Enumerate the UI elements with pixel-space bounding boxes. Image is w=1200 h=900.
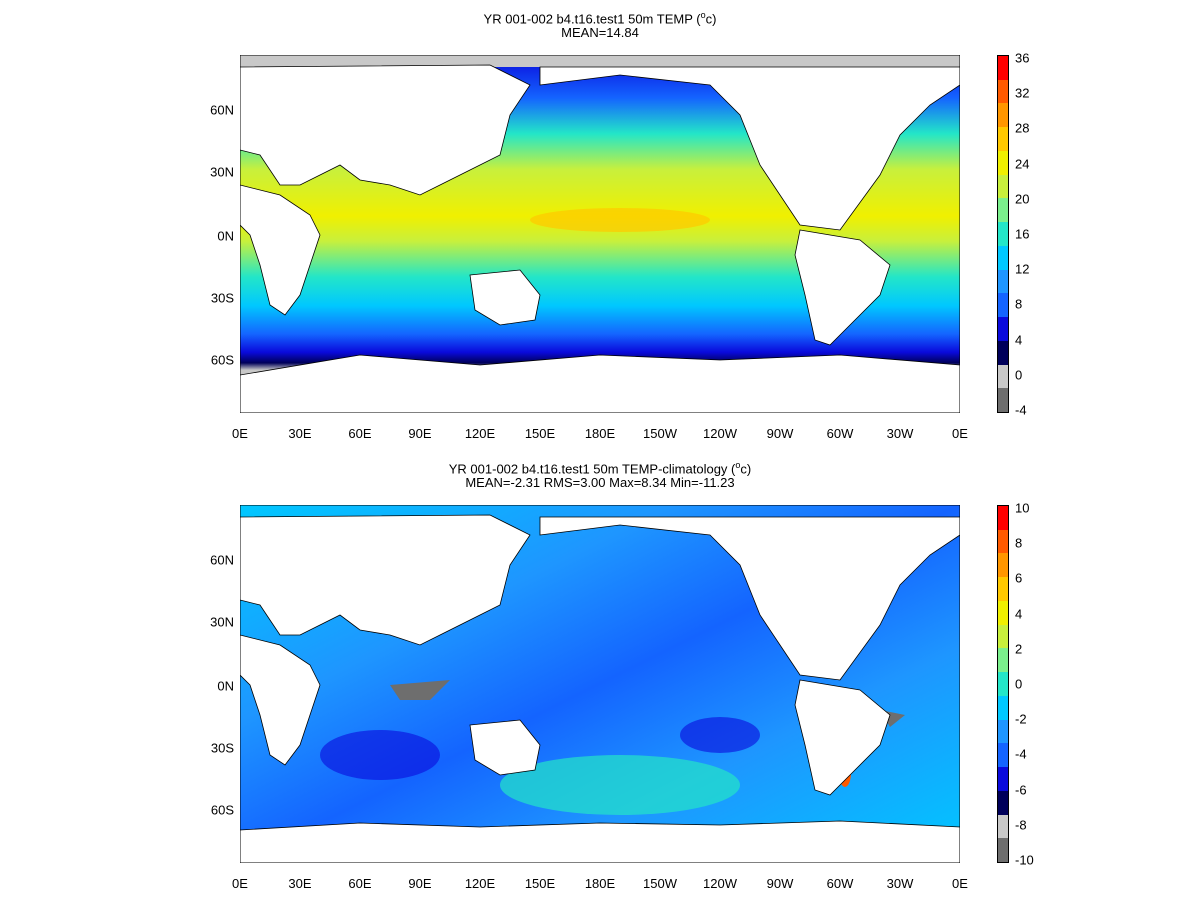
colorbar-segment — [998, 79, 1008, 104]
colorbar-tick-label: 24 — [1015, 156, 1030, 172]
colorbar-tick-label: 4 — [1015, 606, 1023, 622]
plot-subtitle: MEAN=14.84 — [561, 25, 639, 40]
lat-tick-label: 60N — [210, 552, 234, 568]
colorbar-segment — [998, 293, 1008, 318]
temperature-map — [240, 55, 960, 413]
colorbar-tick-label: 0 — [1015, 676, 1023, 692]
colorbar-segment — [998, 340, 1008, 365]
lon-tick-label: 0E — [232, 426, 248, 441]
lat-tick-label: 30S — [210, 290, 234, 306]
plot-title: YR 001-002 b4.t16.test1 50m TEMP-climato… — [448, 460, 752, 477]
lon-tick-label: 90E — [408, 876, 432, 891]
colorbar-segment — [998, 317, 1008, 341]
colorbar-segment — [998, 767, 1008, 791]
colorbar-segment — [998, 198, 1008, 223]
lon-tick-label: 0E — [232, 876, 248, 891]
anomaly-map — [240, 505, 960, 863]
lat-tick-label: 60N — [210, 102, 234, 118]
colorbar-segment — [998, 245, 1008, 270]
colorbar-segment — [998, 150, 1008, 175]
colorbar-segment — [998, 222, 1008, 246]
lon-tick-label: 150E — [524, 876, 556, 891]
panel-temp: YR 001-002 b4.t16.test1 50m TEMP (oc) ME… — [210, 10, 1030, 441]
lon-tick-label: 60W — [826, 426, 854, 441]
lon-tick-label: 150W — [643, 876, 677, 891]
lon-tick-label: 30E — [288, 426, 312, 441]
colorbar-tick-label: 36 — [1015, 50, 1030, 66]
lon-tick-label: 120E — [464, 876, 496, 891]
colorbar-tick-label: 20 — [1015, 191, 1030, 207]
colorbar-segment — [998, 695, 1008, 720]
colorbar-tick-label: 8 — [1015, 535, 1023, 551]
lat-tick-label: 30N — [210, 614, 234, 630]
colorbar-tick-label: -4 — [1015, 402, 1027, 418]
lon-tick-label: 90W — [766, 876, 794, 891]
colorbar-tick-label: -2 — [1015, 711, 1027, 727]
colorbar-tick-label: 10 — [1015, 500, 1030, 516]
lon-tick-label: 150W — [643, 426, 677, 441]
lon-tick-label: 30W — [886, 426, 914, 441]
colorbar — [997, 55, 1009, 413]
colorbar-tick-label: 2 — [1015, 641, 1023, 657]
colorbar-segment — [998, 103, 1008, 128]
colorbar-segment — [998, 790, 1008, 815]
lon-tick-label: 60E — [348, 426, 372, 441]
lon-tick-label: 120W — [703, 876, 737, 891]
colorbar-segment — [998, 269, 1008, 294]
colorbar-segment — [998, 814, 1008, 839]
colorbar-tick-label: 12 — [1015, 261, 1030, 277]
colorbar-segment — [998, 55, 1008, 80]
lon-tick-label: 150E — [524, 426, 556, 441]
colorbar-segment — [998, 719, 1008, 744]
colorbar-tick-label: 32 — [1015, 85, 1030, 101]
plot-subtitle: MEAN=-2.31 RMS=3.00 Max=8.34 Min=-11.23 — [465, 475, 735, 490]
colorbar-tick-label: 0 — [1015, 367, 1023, 383]
colorbar-segment — [998, 577, 1008, 601]
colorbar-segment — [998, 672, 1008, 696]
colorbar-segment — [998, 838, 1008, 862]
colorbar-segment — [998, 600, 1008, 625]
colorbar-tick-label: 28 — [1015, 120, 1030, 136]
lon-tick-label: 30E — [288, 876, 312, 891]
lon-tick-label: 0E — [952, 876, 968, 891]
colorbar-tick-label: 8 — [1015, 296, 1023, 312]
colorbar-segment — [998, 174, 1008, 199]
colorbar-segment — [998, 127, 1008, 151]
colorbar-tick-label: -10 — [1015, 852, 1034, 868]
lon-tick-label: 180E — [584, 426, 616, 441]
lat-tick-label: 30S — [210, 740, 234, 756]
colorbar-segment — [998, 743, 1008, 768]
lon-tick-label: 120E — [464, 426, 496, 441]
colorbar-tick-label: 6 — [1015, 570, 1023, 586]
lon-tick-label: 90E — [408, 426, 432, 441]
colorbar-segment — [998, 624, 1008, 649]
colorbar-segment — [998, 388, 1008, 412]
lon-tick-label: 30W — [886, 876, 914, 891]
colorbar-segment — [998, 529, 1008, 554]
colorbar-segment — [998, 648, 1008, 673]
colorbar — [997, 505, 1009, 863]
panel-temp-anomaly: YR 001-002 b4.t16.test1 50m TEMP-climato… — [0, 450, 1200, 900]
lon-tick-label: 90W — [766, 426, 794, 441]
colorbar-tick-label: -8 — [1015, 817, 1027, 833]
lat-tick-label: 0N — [217, 228, 234, 244]
lon-tick-label: 60W — [826, 876, 854, 891]
colorbar-tick-label: -6 — [1015, 782, 1027, 798]
lon-tick-label: 180E — [584, 876, 616, 891]
colorbar-segment — [998, 364, 1008, 389]
lat-tick-label: 30N — [210, 164, 234, 180]
colorbar-segment — [998, 505, 1008, 530]
colorbar-tick-label: 16 — [1015, 226, 1030, 242]
lon-tick-label: 60E — [348, 876, 372, 891]
lat-tick-label: 60S — [210, 352, 234, 368]
colorbar-tick-label: -4 — [1015, 746, 1027, 762]
plot-title: YR 001-002 b4.t16.test1 50m TEMP (oc) — [483, 10, 717, 27]
colorbar-segment — [998, 553, 1008, 578]
lon-tick-label: 0E — [952, 426, 968, 441]
lat-tick-label: 0N — [217, 678, 234, 694]
lat-tick-label: 60S — [210, 802, 234, 818]
colorbar-tick-label: 4 — [1015, 332, 1023, 348]
lon-tick-label: 120W — [703, 426, 737, 441]
